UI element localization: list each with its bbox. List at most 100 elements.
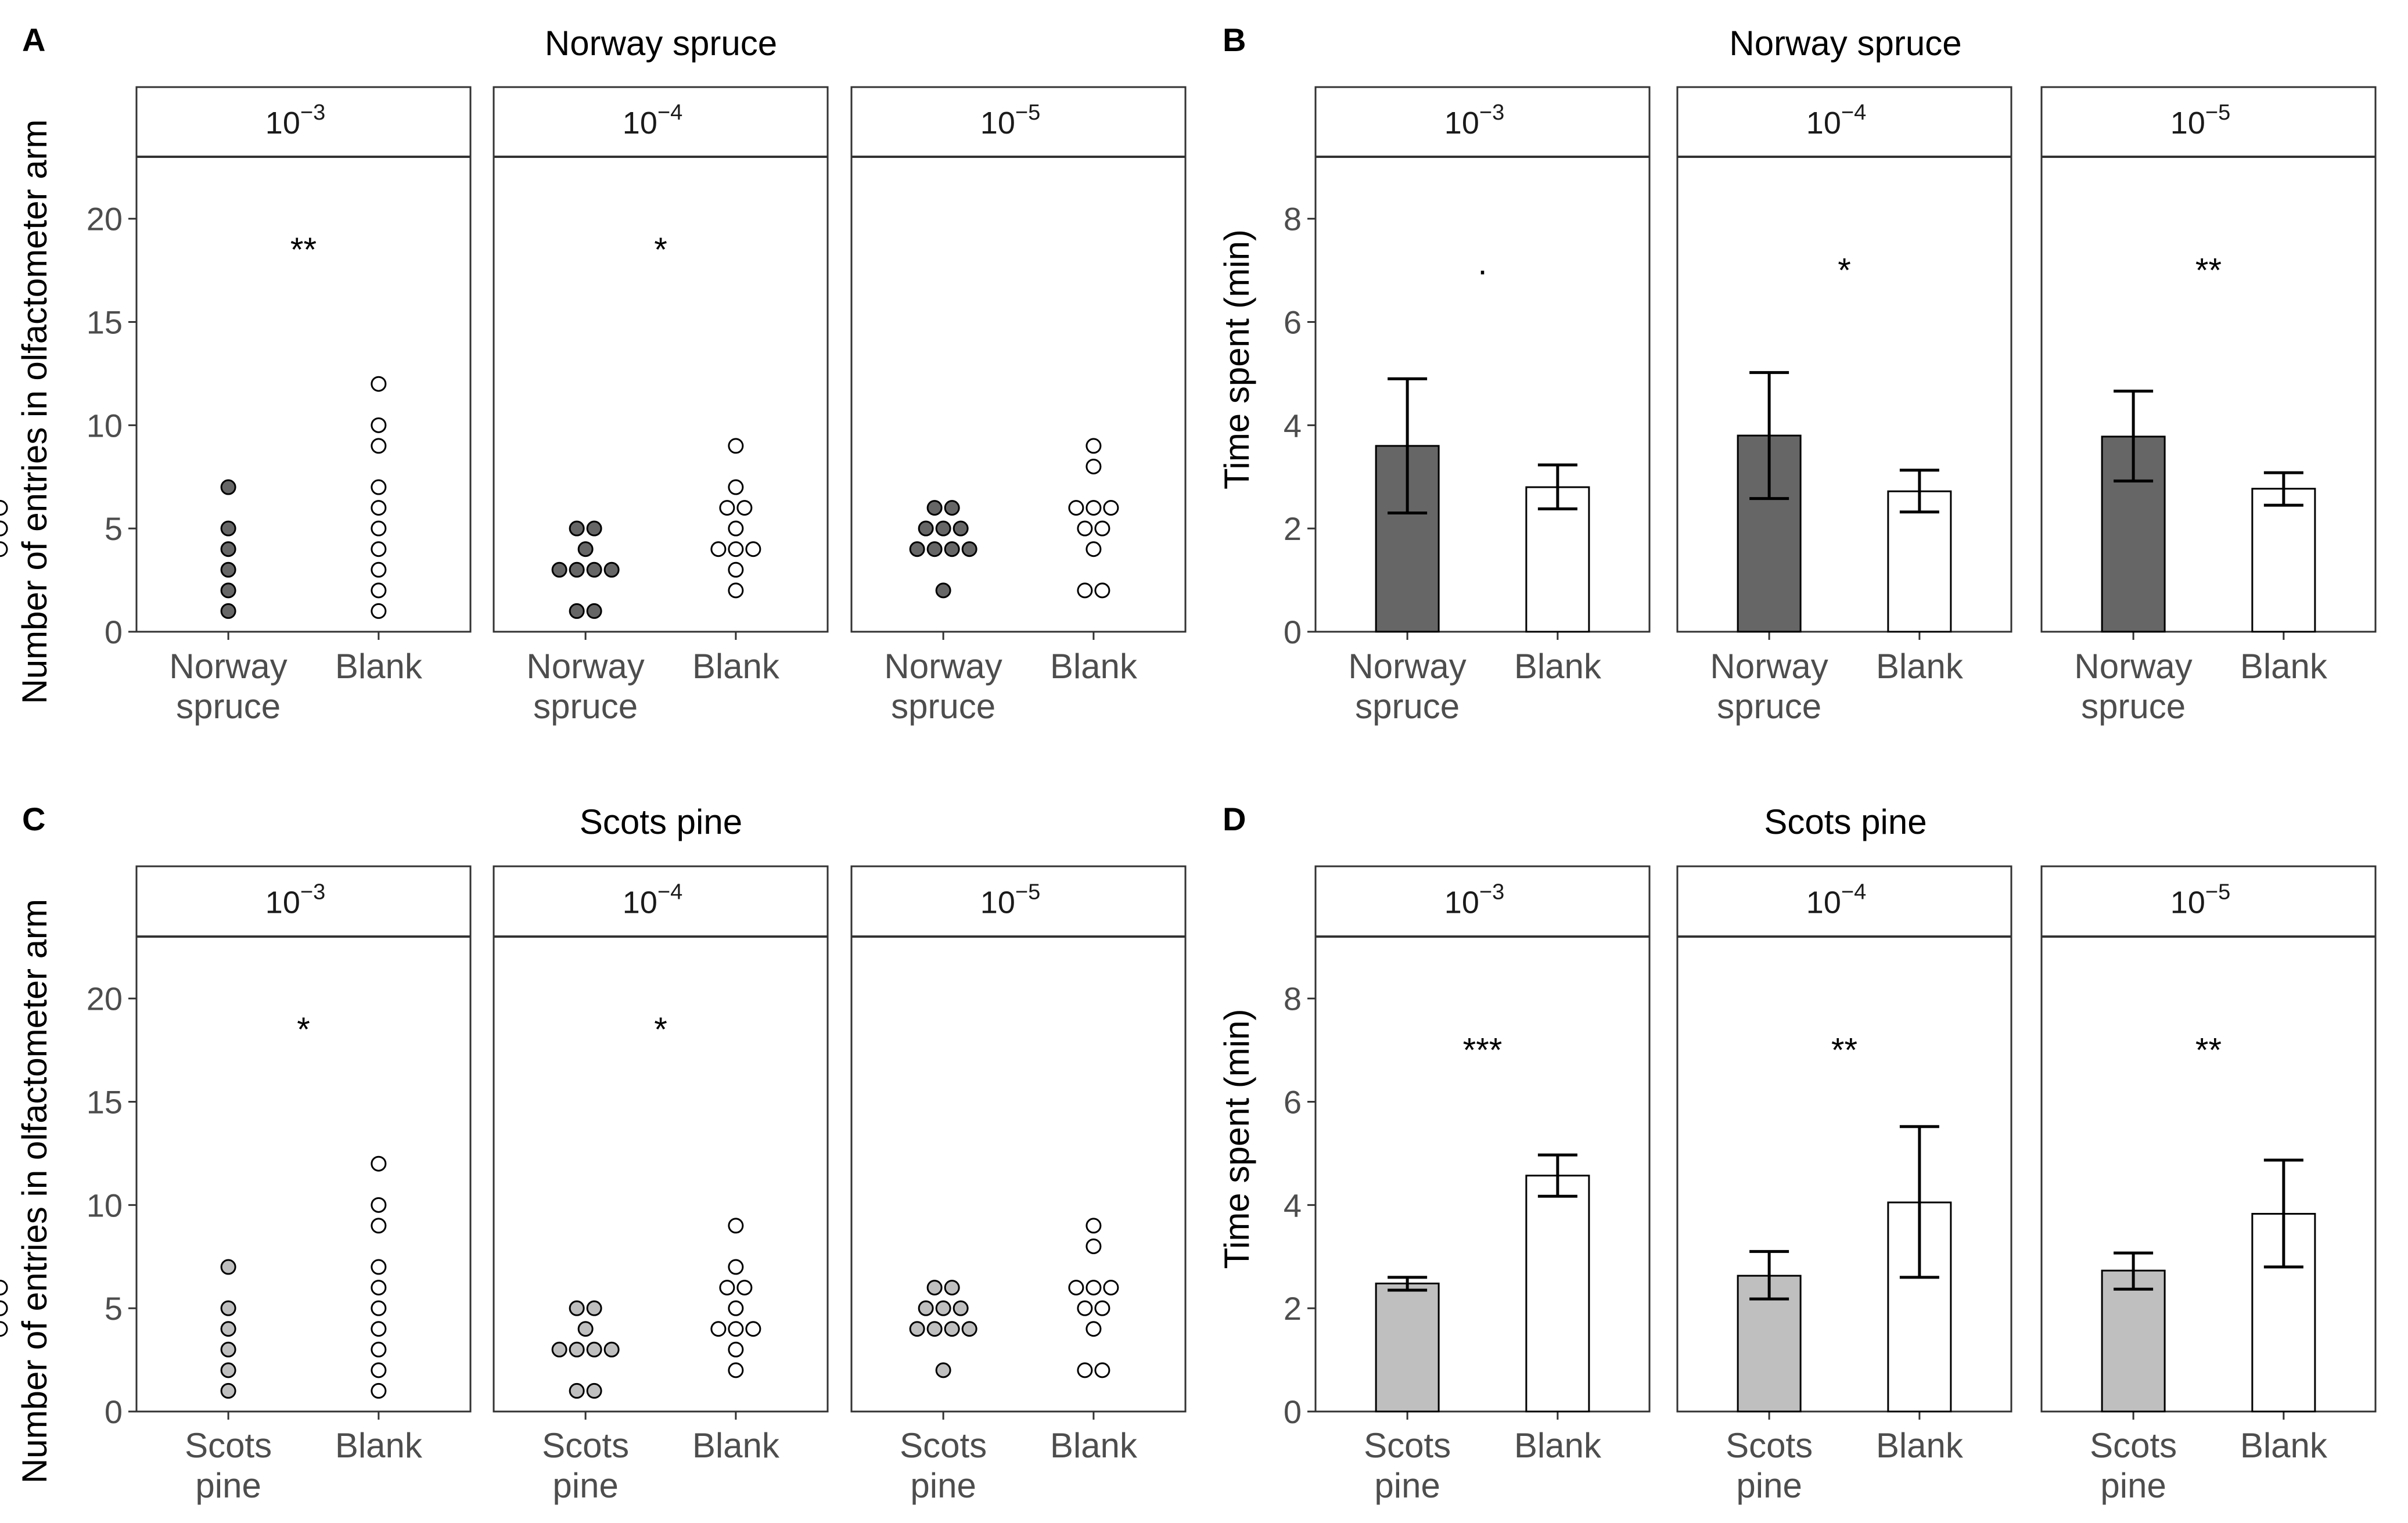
strip-exponent: −5	[1015, 100, 1040, 125]
x-tick-label: pine	[910, 1466, 976, 1505]
significance-marker: **	[2195, 252, 2222, 290]
x-tick-label: pine	[1374, 1466, 1440, 1505]
bar-blank	[1525, 486, 1590, 633]
facet-strip	[850, 86, 1187, 158]
strip-exponent: −4	[657, 100, 682, 125]
significance-marker: **	[2195, 1032, 2222, 1070]
data-point-blank	[736, 1280, 753, 1296]
strip-base: 10	[2170, 885, 2205, 920]
y-axis-label: Time spent (min)	[1217, 1009, 1256, 1269]
significance-marker: ·	[1477, 252, 1488, 290]
data-point-treatment	[220, 1362, 236, 1378]
facet-strip	[135, 86, 472, 158]
data-point-blank	[371, 417, 387, 433]
facet-strip	[1314, 865, 1651, 938]
strip-base: 10	[1444, 106, 1479, 141]
panel-title: Scots pine	[1764, 802, 1927, 841]
x-tick-label: Scots	[185, 1426, 272, 1465]
strip-exponent: −5	[1015, 880, 1040, 905]
data-point-blank	[728, 541, 744, 557]
strip-exponent: −3	[1479, 880, 1504, 905]
data-point-blank	[371, 1321, 387, 1337]
strip-exponent: −3	[300, 880, 325, 905]
data-point-blank	[1086, 500, 1102, 516]
facet-strip-label: 10−3	[1444, 880, 1504, 920]
data-point-blank	[371, 1280, 387, 1296]
data-point-blank	[1086, 1238, 1102, 1254]
data-point-treatment	[953, 520, 969, 537]
facet-strip	[1676, 865, 2012, 938]
data-point-blank	[1094, 520, 1110, 537]
x-tick-label: Blank	[335, 647, 423, 686]
x-tick-label: pine	[195, 1466, 261, 1505]
panel-title: Scots pine	[580, 802, 742, 841]
x-tick-label: Norway	[526, 647, 644, 686]
strip-base: 10	[980, 106, 1015, 141]
y-tick-label: 2	[1284, 1290, 1302, 1327]
x-tick-label: Scots	[2090, 1426, 2177, 1465]
facet-plot-area	[850, 935, 1187, 1413]
facet-strip-label: 10−3	[265, 880, 325, 920]
data-point-blank	[371, 582, 387, 599]
y-tick-label: 10	[87, 1187, 123, 1223]
data-point-blank	[1103, 500, 1119, 516]
data-point-blank	[1086, 458, 1102, 474]
significance-marker: *	[1838, 252, 1851, 290]
facet-strip	[1314, 86, 1651, 158]
data-point-treatment	[220, 479, 236, 495]
data-point-blank	[728, 1218, 744, 1234]
data-point-treatment	[569, 1300, 585, 1316]
x-tick-label: Blank	[1876, 1426, 1964, 1465]
data-point-treatment	[961, 1321, 977, 1337]
x-tick-label: Blank	[1050, 647, 1138, 686]
data-point-blank	[1094, 1300, 1110, 1316]
y-tick-label: 20	[87, 981, 123, 1017]
data-point-blank	[1086, 541, 1102, 557]
bar-blank	[1525, 1175, 1590, 1413]
facet-plot-area	[1676, 935, 2012, 1413]
panel-title: Norway spruce	[545, 24, 777, 63]
data-point-treatment	[909, 541, 925, 557]
y-tick-label: 4	[1284, 1187, 1302, 1223]
panel-label: B	[1223, 21, 1246, 58]
panel-label: D	[1223, 801, 1246, 837]
data-point-treatment	[944, 500, 960, 516]
strip-base: 10	[1806, 106, 1841, 141]
y-axis-label: Number of entries in olfactometer arm	[15, 899, 54, 1484]
y-axis-label: Number of entries in olfactometer arm	[15, 119, 54, 704]
data-point-blank	[1094, 582, 1110, 599]
significance-marker: *	[297, 1011, 310, 1049]
facet-strip-label: 10−4	[623, 100, 682, 141]
data-point-treatment	[220, 1300, 236, 1316]
data-point-treatment	[569, 1341, 585, 1358]
data-point-treatment	[944, 1280, 960, 1296]
data-point-blank	[371, 1218, 387, 1234]
y-tick-label: 2	[1284, 510, 1302, 547]
data-point-blank	[371, 603, 387, 619]
data-point-blank	[371, 500, 387, 516]
strip-base: 10	[265, 885, 300, 920]
y-tick-label: 15	[87, 304, 123, 341]
strip-exponent: −4	[1841, 100, 1866, 125]
data-point-blank	[1077, 582, 1093, 599]
facet-plot-area	[493, 935, 829, 1413]
data-point-treatment	[935, 1300, 951, 1316]
panel-c: C Scots pine Number of entries in olfactom…	[0, 801, 1187, 1505]
data-point-blank	[728, 561, 744, 578]
x-tick-label: Blank	[2240, 647, 2328, 686]
y-tick-label: 0	[105, 614, 123, 650]
x-tick-label: Norway	[1348, 647, 1466, 686]
facet-strip-label: 10−3	[265, 100, 325, 141]
facet-plot-area	[2040, 156, 2377, 633]
data-point-blank	[728, 479, 744, 495]
y-tick-label: 0	[1284, 1394, 1302, 1430]
data-point-treatment	[586, 1341, 602, 1358]
data-point-blank	[371, 520, 387, 537]
x-tick-label: Norway	[169, 647, 287, 686]
